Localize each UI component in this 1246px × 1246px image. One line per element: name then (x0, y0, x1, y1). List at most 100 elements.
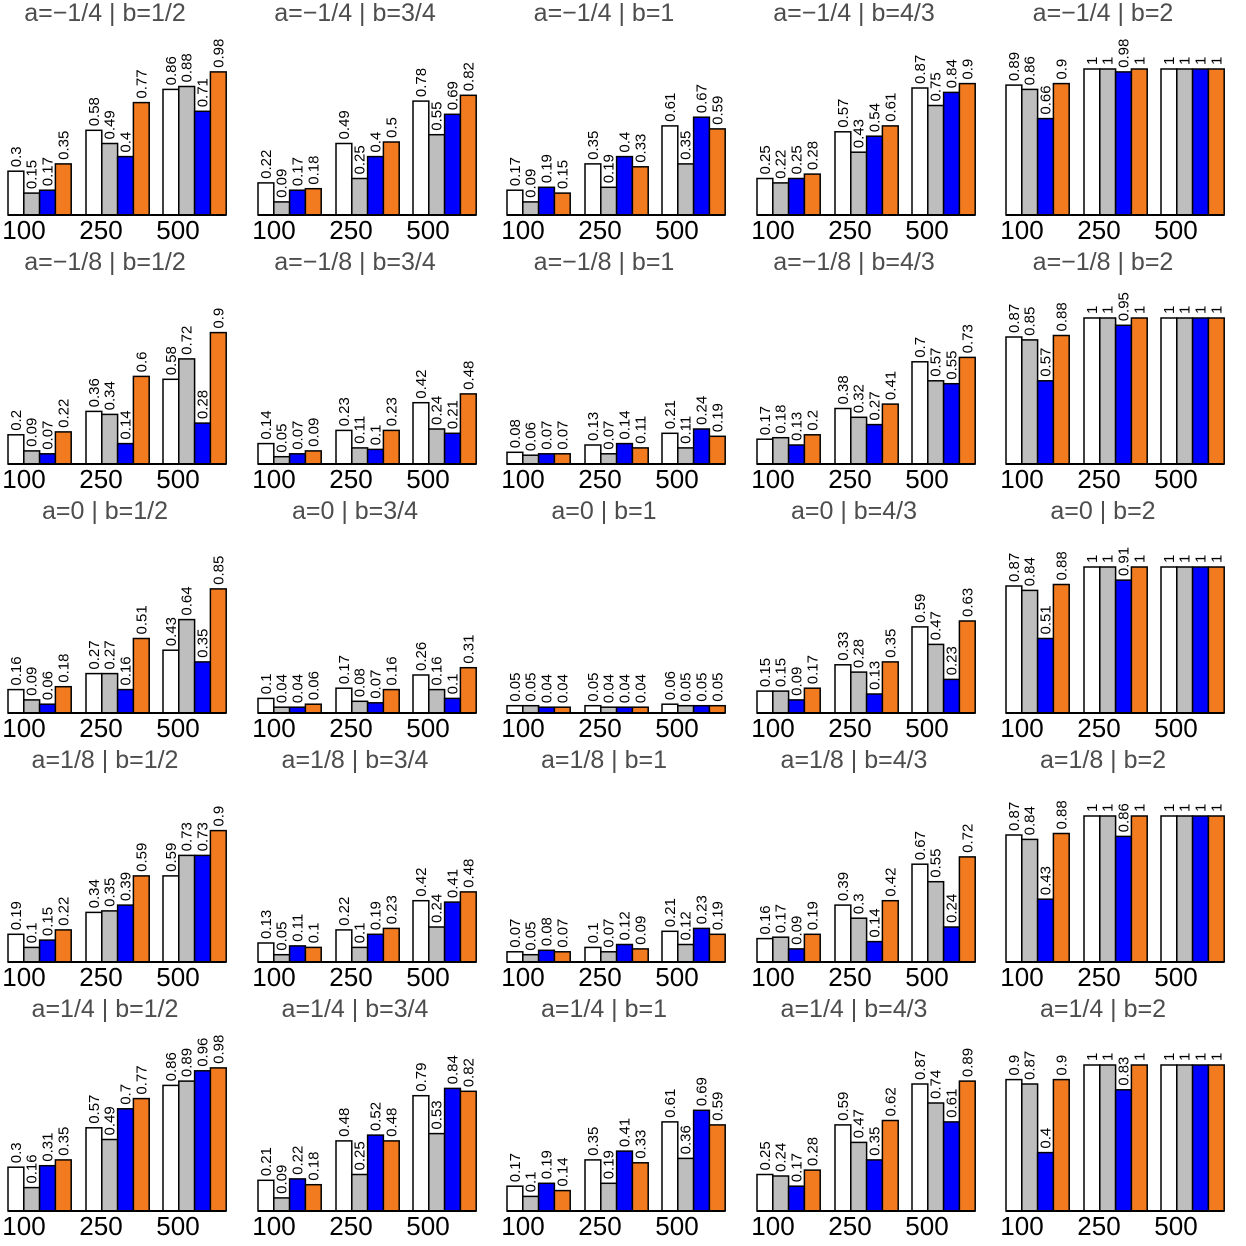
data-label: 0.05 (507, 672, 524, 701)
x-tick-label: 100 (501, 713, 544, 743)
x-tick-label: 500 (406, 713, 449, 743)
bar (1160, 317, 1178, 465)
data-label: 0.88 (1053, 800, 1070, 829)
bar (1191, 68, 1210, 216)
bar (661, 930, 679, 963)
bar (162, 378, 180, 465)
bar (942, 382, 961, 465)
data-label: 0.85 (1022, 307, 1039, 336)
data-label: 0.19 (709, 901, 726, 930)
data-label: 0.25 (757, 145, 774, 174)
bar (412, 100, 430, 216)
bar (7, 688, 25, 714)
data-label: 0.35 (102, 878, 119, 907)
bar (193, 1070, 212, 1212)
data-label: 0.72 (959, 824, 976, 853)
data-label: 0.35 (585, 131, 602, 160)
bar (1207, 68, 1225, 216)
data-label: 1 (1084, 804, 1101, 812)
x-tick-label: 250 (828, 1211, 871, 1241)
bar (162, 88, 180, 216)
data-label: 0.88 (1053, 302, 1070, 331)
data-label: 0.06 (40, 671, 57, 700)
bar (428, 688, 446, 714)
data-label: 0.98 (210, 1035, 227, 1064)
data-label: 0.14 (258, 410, 275, 439)
bar (1036, 117, 1055, 216)
bar (366, 933, 385, 963)
bar (803, 173, 821, 216)
x-tick-label: 100 (252, 962, 295, 992)
data-label: 0.77 (133, 1065, 150, 1094)
bar (1083, 1064, 1101, 1212)
data-label: 0.16 (383, 656, 400, 685)
data-label: 1 (1177, 555, 1194, 563)
bar (178, 85, 196, 216)
bar (537, 186, 556, 216)
data-label: 0.89 (959, 1048, 976, 1077)
data-label: 0.7 (912, 337, 929, 358)
bar (335, 929, 353, 963)
bar (428, 428, 446, 465)
data-label: 0.19 (601, 154, 618, 183)
data-label: 0.43 (163, 617, 180, 646)
bar (958, 1080, 976, 1212)
data-label: 0.78 (413, 68, 430, 97)
bar (631, 166, 649, 216)
bar (1005, 585, 1023, 714)
bar (162, 649, 180, 714)
panel-title: a=−1/4 | b=4/3 (773, 0, 935, 27)
data-label: 0.27 (102, 640, 119, 669)
data-label: 0.19 (539, 1150, 556, 1179)
data-label: 1 (1177, 57, 1194, 65)
x-tick-label: 250 (1077, 962, 1120, 992)
bar (273, 1197, 291, 1212)
panel: a=0 | b=1/20.160.090.060.18 0.270.270.160… (2, 497, 227, 743)
x-tick-label: 100 (2, 1211, 45, 1241)
bar (1176, 566, 1194, 714)
data-label: 0.75 (928, 72, 945, 101)
bar (38, 939, 57, 963)
bar (600, 951, 618, 963)
bar (304, 187, 322, 216)
x-tick-label: 500 (1154, 464, 1197, 494)
panel: a=−1/8 | b=20.870.850.570.88 110.951 11111… (1000, 248, 1225, 494)
bar (942, 678, 961, 714)
bar (600, 453, 618, 465)
panel: a=1/4 | b=3/4 0.210.090.220.18 0.48 0.25 0.5… (252, 995, 477, 1241)
data-label: 0.89 (1006, 52, 1023, 81)
bar (927, 643, 945, 714)
bar (661, 703, 679, 714)
data-label: 0.1 (258, 674, 275, 695)
bar (54, 929, 72, 963)
data-label: 0.74 (928, 1070, 945, 1099)
x-tick-label: 100 (501, 464, 544, 494)
x-tick-label: 250 (1077, 464, 1120, 494)
bar (911, 626, 929, 714)
x-tick-label: 500 (1154, 713, 1197, 743)
panel-title: a=−1/8 | b=2 (1033, 248, 1174, 276)
bar (101, 672, 119, 714)
bar (584, 1159, 602, 1212)
bar (428, 1132, 446, 1212)
panel-title: a=0 | b=1/2 (42, 497, 168, 525)
data-label: 0.22 (55, 897, 72, 926)
bar (1176, 1064, 1194, 1212)
data-label: 1 (1208, 804, 1225, 812)
bar (273, 455, 291, 465)
data-label: 0.87 (912, 55, 929, 84)
data-label: 0.24 (944, 894, 961, 923)
data-label: 0.25 (352, 1141, 369, 1170)
data-label: 0.7 (118, 1084, 135, 1105)
bar (677, 1157, 695, 1212)
x-tick-label: 500 (1154, 215, 1197, 245)
x-tick-label: 100 (751, 713, 794, 743)
bar (459, 94, 477, 216)
x-tick-label: 250 (329, 1211, 372, 1241)
data-label: 0.1 (24, 923, 41, 944)
x-tick-label: 250 (578, 464, 621, 494)
data-label: 0.25 (757, 1141, 774, 1170)
x-tick-label: 500 (655, 464, 698, 494)
bar (1052, 334, 1070, 465)
data-label: 1 (1161, 1053, 1178, 1061)
